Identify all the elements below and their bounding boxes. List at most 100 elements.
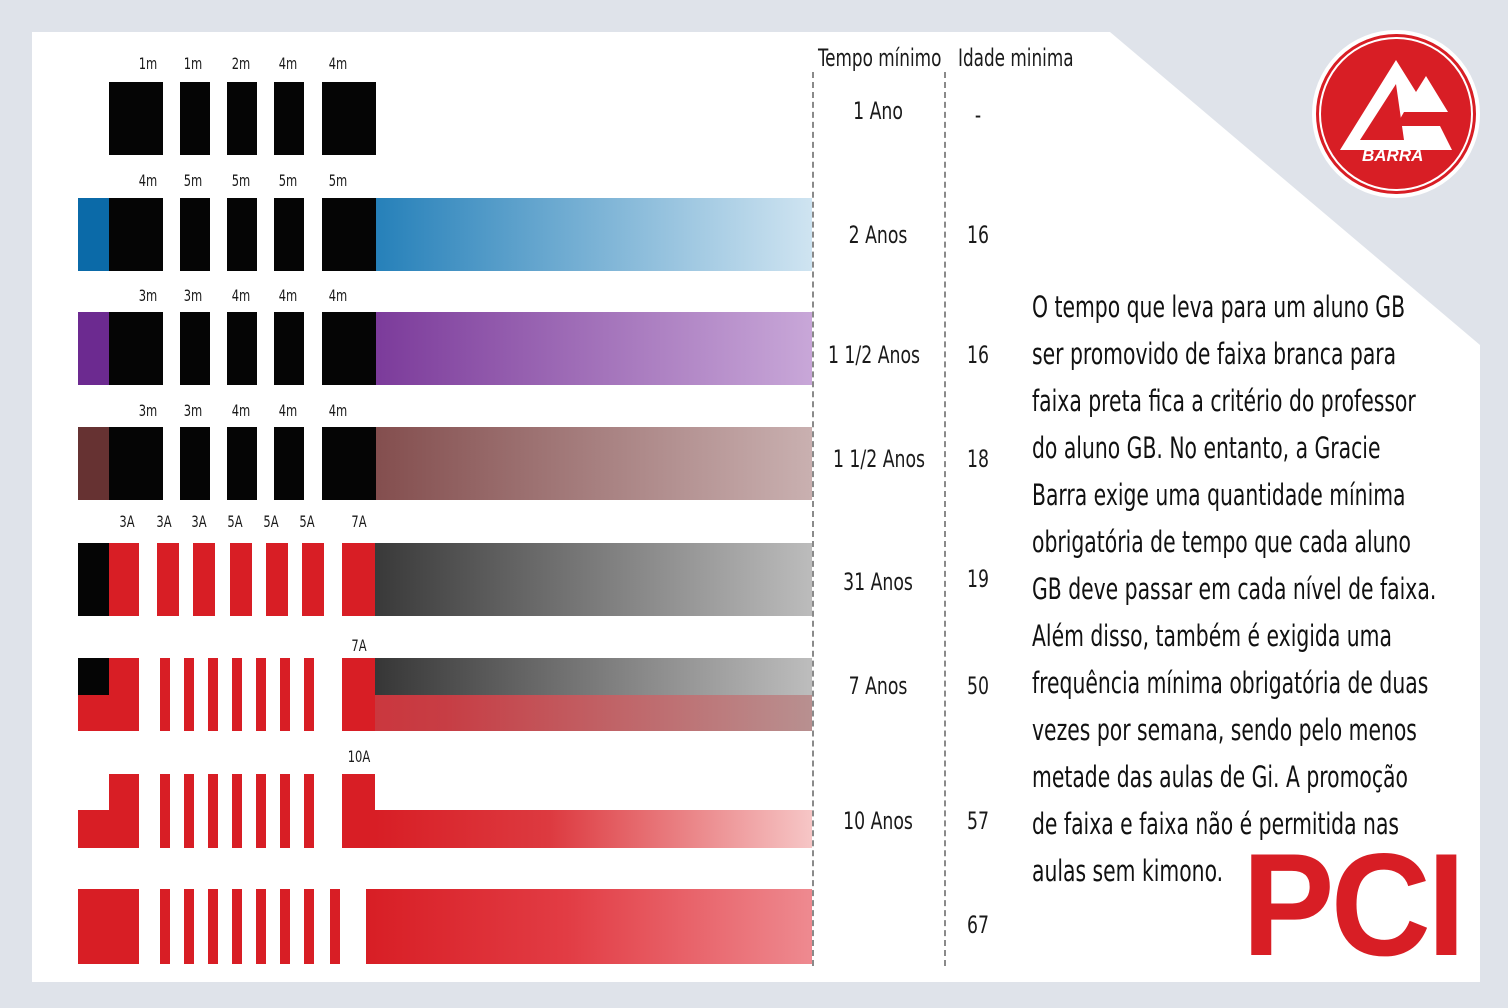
brown-belt-stripe-1 [180,427,210,500]
brown-belt-tip [78,427,110,500]
stripe-label-purple-3: 4m [278,286,298,305]
redblack-belt-stripe-3 [208,658,218,731]
red-belt-stripe-1 [184,889,194,964]
stripe-label-black-4: 5A [263,512,279,531]
paragraph-line-10: metade das aulas de Gi. A promoção [1032,760,1408,794]
paragraph-line-0: O tempo que leva para um aluno GB [1032,290,1406,324]
redwhite-belt-stripe-3 [208,774,218,848]
paragraph-line-8: frequência mínima obrigatória de duas [1032,666,1429,700]
stripe-label-white-1: 1m [183,54,203,73]
red-belt-stripe-2 [208,889,218,964]
redblack-belt-stripe-1 [160,658,170,731]
blue-belt-tip [78,198,110,271]
red-belt-stripe-3 [232,889,242,964]
black-belt-stripe-6 [342,543,375,616]
black-belt-stripe-3 [230,543,252,616]
brown-belt-stripe-4 [322,427,376,500]
red-belt-stripe-7 [330,889,340,964]
stripe-label-black-2: 3A [191,512,207,531]
paragraph-line-9: vezes por semana, sendo pelo menos [1032,713,1417,747]
tempo-value-brown: 1 1/2 Anos [832,445,926,473]
white-belt-stripe-0 [109,82,163,155]
redblack-belt-stripe-6 [280,658,290,731]
info-paragraph: O tempo que leva para um aluno GB ser pro… [1032,284,1438,895]
paragraph-line-11: de faixa e faixa não é permitida nas [1032,807,1400,841]
stripe-label-red-white-0: 10A [347,747,371,766]
black-belt-stripe-1 [157,543,179,616]
purple-belt-stripe-2 [227,312,257,385]
header-idade-minima: Idade minima [958,44,1074,72]
stripe-label-black-1: 3A [156,512,172,531]
blue-belt-stripe-2 [227,198,257,271]
red-belt-tip [78,889,139,964]
stripe-label-blue-4: 5m [328,171,348,190]
black-belt-stripe-2 [193,543,215,616]
blue-belt-stripe-3 [274,198,304,271]
redblack-belt-tip-top [78,658,110,695]
redwhite-belt-stripe-1 [160,774,170,848]
purple-belt-stripe-3 [274,312,304,385]
stripe-label-blue-2: 5m [231,171,251,190]
idade-value-purple: 16 [967,341,989,369]
blue-belt-stripe-0 [109,198,163,271]
paragraph-line-1: ser promovido de faixa branca para [1032,337,1397,371]
blue-belt-stripe-4 [322,198,376,271]
red-belt-stripe-0 [160,889,170,964]
stripe-label-brown-0: 3m [138,401,158,420]
stripe-label-brown-1: 3m [183,401,203,420]
stripe-label-purple-1: 3m [183,286,203,305]
paragraph-line-3: do aluno GB. No entanto, a Gracie [1032,431,1381,465]
header-tempo-minimo: Tempo mínimo [818,44,942,72]
redwhite-belt-stripe-5 [256,774,266,848]
tempo-value-red-black: 7 Anos [848,672,908,700]
black-belt-stripe-5 [302,543,324,616]
logo-text: BARRA [1362,146,1424,165]
gracie-barra-logo [1312,30,1480,198]
stripe-label-purple-0: 3m [138,286,158,305]
stripe-label-blue-3: 5m [278,171,298,190]
stripe-label-brown-2: 4m [231,401,251,420]
redblack-belt-stripe-end [342,658,375,731]
redwhite-belt-stripe-4 [232,774,242,848]
blue-belt-stripe-1 [180,198,210,271]
stripe-label-red-black-0: 7A [351,636,367,655]
idade-value-black: 19 [967,565,989,593]
red-belt-stripe-6 [304,889,314,964]
idade-value-red: 67 [967,911,989,939]
red-belt-stripe-4 [256,889,266,964]
brown-belt-stripe-3 [274,427,304,500]
paragraph-line-7: Além disso, também é exigida uma [1032,619,1392,653]
paragraph-line-12: aulas sem kimono. [1032,854,1224,888]
paragraph-line-6: GB deve passar em cada nível de faixa. [1032,572,1437,606]
purple-belt-tip [78,312,110,385]
red-belt-gap [139,889,161,964]
stripe-label-purple-2: 4m [231,286,251,305]
stripe-label-purple-4: 4m [328,286,348,305]
brown-belt-stripe-2 [227,427,257,500]
redwhite-belt-stripe-2 [184,774,194,848]
redwhite-belt-end [375,810,812,848]
white-belt-stripe-4 [322,82,376,155]
stripe-label-black-5: 5A [299,512,315,531]
red-belt-stripe-5 [280,889,290,964]
redblack-belt-stripe-5 [256,658,266,731]
white-belt-stripe-1 [180,82,210,155]
purple-belt-stripe-4 [322,312,376,385]
black-belt-stripe-0 [109,543,139,616]
black-belt-stripe-4 [266,543,288,616]
redblack-belt-tip-bottom [78,695,110,731]
brown-belt-stripe-0 [109,427,163,500]
tempo-value-white: 1 Ano [853,97,903,125]
red-belt-end [366,889,812,964]
redblack-belt-stripe-2 [184,658,194,731]
redwhite-belt-stripe-0 [109,774,139,848]
purple-belt-stripe-1 [180,312,210,385]
idade-value-white: - [974,101,982,129]
stripe-label-black-3: 5A [227,512,243,531]
idade-value-red-white: 57 [967,807,989,835]
stripe-label-white-4: 4m [328,54,348,73]
purple-belt-stripe-0 [109,312,163,385]
stripe-label-blue-1: 5m [183,171,203,190]
